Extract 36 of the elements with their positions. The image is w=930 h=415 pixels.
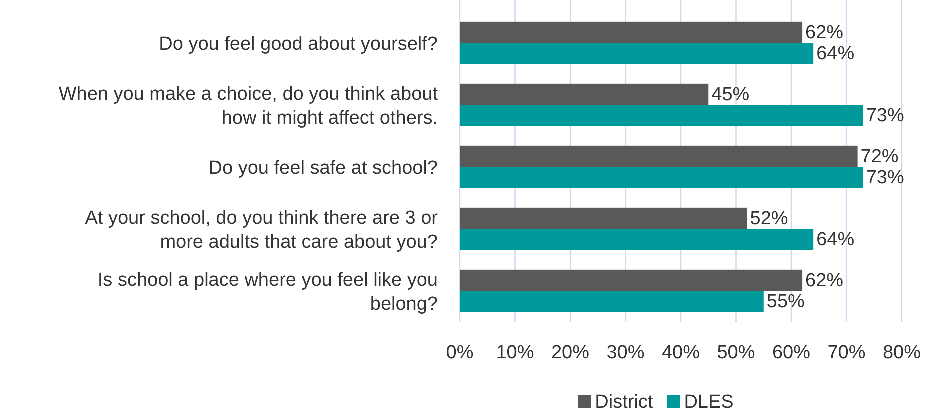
data-label: 72% bbox=[860, 146, 899, 168]
y-tick-label: Do you feel safe at school? bbox=[208, 158, 438, 179]
y-tick-label: At your school, do you think there are 3 or more adults that care about you? bbox=[85, 208, 439, 253]
bar bbox=[460, 229, 814, 250]
x-tick-label: 80% bbox=[882, 342, 922, 364]
data-label: 52% bbox=[750, 208, 788, 230]
x-tick-label: 60% bbox=[772, 342, 811, 364]
x-tick-label: 50% bbox=[717, 342, 756, 364]
bar bbox=[460, 270, 803, 291]
y-tick-label: Do you feel good about yourself? bbox=[159, 34, 438, 55]
legend-label: DLES bbox=[684, 392, 734, 413]
x-tick-label: 0% bbox=[446, 342, 474, 364]
bar bbox=[460, 22, 803, 43]
y-tick-label: Is school a place where you feel like you belong? bbox=[98, 270, 438, 315]
x-tick-label: 30% bbox=[606, 342, 645, 364]
y-tick-label: When you make a choice, do you think about how it might affect others. bbox=[58, 84, 439, 129]
x-tick-label: 20% bbox=[551, 342, 590, 364]
data-label: 73% bbox=[866, 106, 904, 127]
bar bbox=[460, 291, 764, 312]
data-label: 64% bbox=[816, 44, 855, 65]
bar bbox=[460, 105, 864, 126]
data-label: 62% bbox=[806, 22, 844, 44]
bar bbox=[460, 208, 748, 229]
data-label: 45% bbox=[712, 84, 750, 106]
data-label: 55% bbox=[766, 292, 806, 313]
bar bbox=[460, 167, 864, 188]
x-tick-label: 70% bbox=[828, 342, 866, 364]
x-tick-label: 10% bbox=[496, 342, 534, 364]
bar bbox=[460, 43, 814, 64]
data-label: 64% bbox=[816, 230, 855, 251]
bar bbox=[460, 146, 858, 167]
x-tick-label: 40% bbox=[662, 342, 700, 364]
legend-label: District bbox=[595, 392, 654, 413]
data-label: 62% bbox=[806, 270, 844, 292]
bar bbox=[460, 84, 709, 105]
data-label: 73% bbox=[866, 168, 904, 189]
